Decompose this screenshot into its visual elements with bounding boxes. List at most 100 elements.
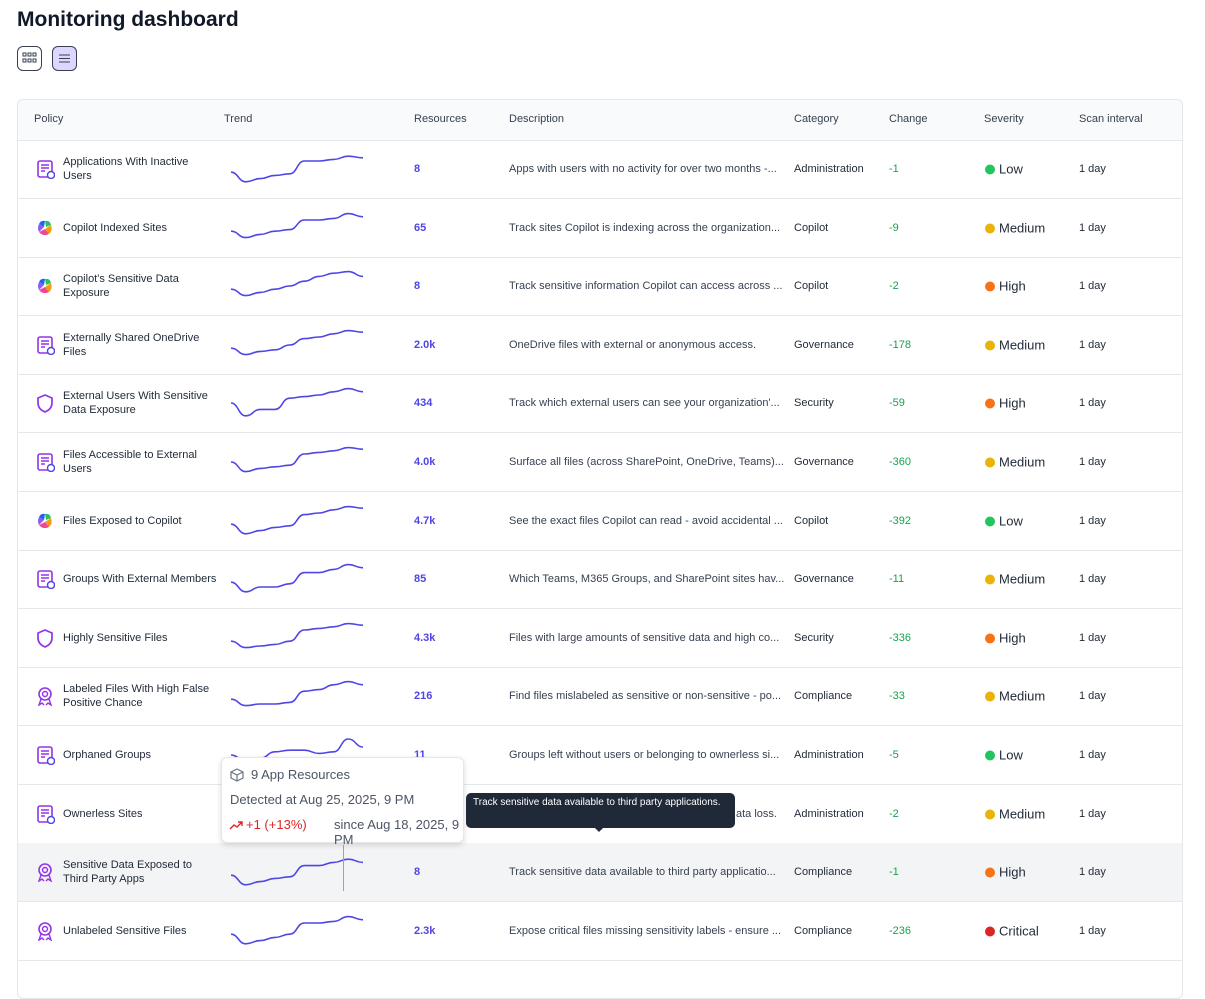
- severity-dot: [985, 691, 995, 702]
- table-row[interactable]: Orphaned Groups 11 Groups left without use…: [18, 726, 1182, 785]
- category: Governance: [794, 338, 854, 351]
- resources: 4.0k: [414, 456, 436, 468]
- policy-icon: [38, 278, 52, 294]
- severity: Critical: [985, 923, 1039, 938]
- table-row[interactable]: Labeled Files With High False Positive C…: [18, 667, 1182, 727]
- trend-sparkline: [230, 446, 364, 473]
- policy-icon: [37, 746, 55, 765]
- trend-tooltip: 9 App Resources Detected at Aug 25, 2025…: [221, 757, 464, 847]
- severity: Medium: [985, 572, 1045, 587]
- table-row[interactable]: External Users With Sensitive Data Expos…: [18, 374, 1182, 434]
- category: Compliance: [794, 866, 853, 879]
- page: Monitoring dashboard Policy Trend Resource…: [17, 8, 1183, 999]
- table-row[interactable]: Highly Sensitive Files 4.3k Files with lar…: [18, 609, 1182, 668]
- severity-label: Medium: [999, 220, 1046, 236]
- severity-dot: [985, 398, 995, 409]
- policy-icon: [38, 513, 52, 528]
- tooltip-since: since Aug 18, 2025, 9 PM: [334, 817, 460, 847]
- policy-name: Ownerless Sites: [63, 807, 143, 820]
- scan-interval: 1 day: [1079, 924, 1106, 937]
- description: Which Teams, M365 Groups, and SharePoint…: [509, 573, 785, 586]
- scan-interval: 1 day: [1079, 866, 1106, 879]
- severity-label: High: [999, 630, 1026, 646]
- severity-dot: [985, 281, 995, 292]
- resources: 4.3k: [414, 631, 436, 644]
- policy-name: Unlabeled Sensitive Files: [63, 924, 187, 937]
- description: See the exact files Copilot can read - a…: [509, 514, 783, 527]
- category: Administration: [794, 749, 864, 761]
- table-row[interactable]: Groups With External Members 85 Which Team…: [18, 550, 1182, 610]
- resources: 2.3k: [414, 924, 436, 937]
- description: Track sensitive information Copilot can …: [509, 280, 783, 293]
- change: -360: [889, 456, 912, 468]
- page-title: Monitoring dashboard: [17, 8, 239, 31]
- trend-line: [230, 155, 364, 183]
- resources: 85: [414, 573, 427, 586]
- policy-name: External Users With Sensitive Data Expos…: [63, 390, 208, 417]
- table-row[interactable]: Ownerless Sites ata loss. Administration -2…: [18, 785, 1182, 844]
- column-header: Scan interval: [1079, 113, 1143, 125]
- description: Find files mislabeled as sensitive or no…: [509, 690, 782, 703]
- severity-label: Medium: [999, 688, 1046, 704]
- resources: 8: [414, 280, 421, 293]
- description: Surface all files (across SharePoint, On…: [509, 456, 784, 468]
- severity-label: Low: [999, 161, 1023, 177]
- scan-interval: 1 day: [1079, 514, 1106, 527]
- trend-sparkline: [230, 622, 364, 649]
- scan-interval: 1 day: [1079, 573, 1106, 586]
- change: -336: [889, 631, 912, 644]
- severity-dot: [985, 223, 995, 234]
- resources: 65: [414, 221, 427, 234]
- severity-dot: [985, 809, 995, 820]
- description: Track sensitive data available to third …: [509, 866, 776, 879]
- category: Copilot: [794, 514, 829, 527]
- resources: 4.7k: [414, 514, 436, 527]
- table-row[interactable]: Copilot Indexed Sites 65 Track sites Copil…: [18, 199, 1182, 258]
- table-row[interactable]: Files Exposed to Copilot 4.7k See the exac…: [18, 492, 1182, 551]
- policy-name: Orphaned Groups: [63, 749, 152, 761]
- severity-label: Low: [999, 747, 1023, 763]
- severity-label: Medium: [999, 571, 1046, 587]
- severity-label: High: [999, 395, 1026, 411]
- list-view-button[interactable]: [52, 46, 77, 71]
- table-row[interactable]: Sensitive Data Exposed to Third Party Ap…: [18, 843, 1182, 903]
- scan-interval: 1 day: [1079, 163, 1106, 175]
- policy-name: Files Exposed to Copilot: [63, 514, 182, 527]
- table-row[interactable]: Copilot's Sensitive Data Exposure 8 Track …: [18, 257, 1182, 317]
- change: -2: [889, 280, 899, 293]
- trend-line: [230, 681, 364, 707]
- scan-interval: 1 day: [1079, 397, 1106, 410]
- column-header: Description: [509, 113, 565, 125]
- policy-name: Groups With External Members: [63, 573, 217, 586]
- trend-line: [230, 622, 364, 649]
- description: Groups left without users or belonging t…: [509, 749, 780, 761]
- scan-interval: 1 day: [1079, 690, 1106, 703]
- policy-name: Copilot's Sensitive Data Exposure: [63, 273, 179, 300]
- tooltip-title: 9 App Resources: [251, 767, 351, 782]
- trend-sparkline: [230, 388, 364, 417]
- severity: Low: [985, 162, 1023, 177]
- change: -1: [889, 163, 899, 175]
- grid-icon: [22, 52, 37, 63]
- description-tooltip: Track sensitive data available to third …: [466, 793, 735, 832]
- table-row[interactable]: Externally Shared OneDrive Files 2.0k OneD…: [18, 316, 1182, 375]
- description: Track sites Copilot is indexing across t…: [509, 221, 781, 234]
- category: Security: [794, 397, 834, 410]
- table-row[interactable]: Unlabeled Sensitive Files 2.3k Expose crit…: [18, 902, 1182, 961]
- category: Administration: [794, 163, 864, 175]
- change: -5: [889, 749, 899, 761]
- policy-name: Copilot Indexed Sites: [63, 221, 167, 234]
- grid-view-button[interactable]: [17, 46, 42, 71]
- trend-line: [230, 446, 364, 473]
- severity-label: Medium: [999, 806, 1046, 822]
- scan-interval: 1 day: [1079, 807, 1106, 820]
- change: -59: [889, 397, 905, 410]
- category: Copilot: [794, 221, 829, 234]
- cube-icon: [230, 768, 244, 782]
- trend-sparkline: [230, 155, 364, 183]
- policy-icon: [37, 687, 53, 707]
- table-row[interactable]: Files Accessible to External Users 4.0k Su…: [18, 433, 1182, 492]
- severity-dot: [985, 574, 995, 585]
- list-icon: [59, 54, 70, 63]
- table-row[interactable]: Applications With Inactive Users 8 Apps wi…: [18, 140, 1182, 199]
